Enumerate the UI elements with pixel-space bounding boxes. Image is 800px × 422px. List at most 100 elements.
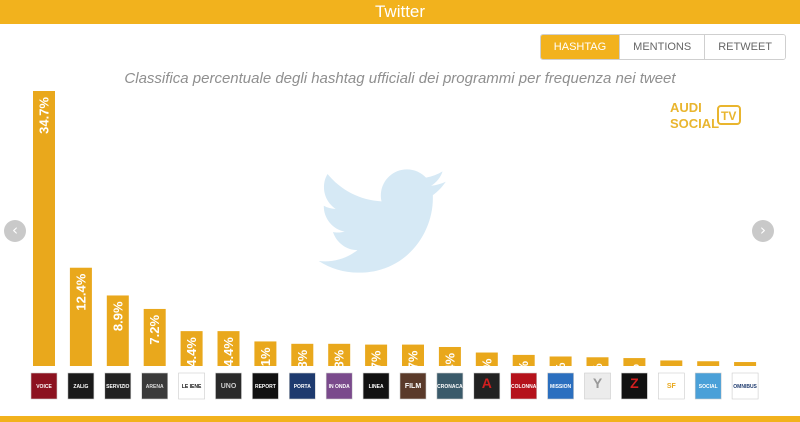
program-logo-text: MISSION — [550, 384, 572, 390]
logo-tv-badge — [717, 105, 741, 125]
program-logo-background — [510, 372, 538, 400]
program-logo-background — [657, 372, 685, 400]
program-logo-icon[interactable]: SF — [657, 372, 685, 400]
bar-19[interactable] — [697, 361, 720, 366]
program-logo-icon[interactable]: VOICE — [30, 372, 58, 400]
program-logo-icon[interactable]: ZALIG — [67, 372, 95, 400]
program-logo-text: OMNIBUS — [733, 384, 757, 390]
twitter-bird-watermark — [318, 169, 446, 273]
program-logo-icon[interactable]: UNO — [215, 372, 242, 400]
bar-8[interactable] — [291, 343, 314, 366]
program-logo-text: Y — [593, 375, 603, 391]
program-logo-icon[interactable]: SOCIAL — [694, 372, 722, 400]
program-logo-text: VOICE — [36, 384, 52, 390]
program-logo-text: FILM — [405, 383, 421, 390]
bar-2[interactable] — [69, 267, 92, 366]
chevron-right-icon[interactable]: › — [752, 220, 774, 242]
program-logo-text: ARENA — [146, 384, 164, 390]
program-logo-text: UNO — [221, 383, 237, 390]
program-logo-background — [436, 372, 464, 400]
program-logo-icon[interactable]: OMNIBUS — [731, 372, 759, 400]
program-logo-text: SF — [667, 383, 677, 390]
bar-17[interactable] — [623, 358, 646, 366]
logo-tv-text: TV — [721, 109, 736, 123]
logo-text-line2: SOCIAL — [670, 116, 719, 131]
program-logo-background — [547, 372, 574, 400]
program-logo-text: SOCIAL — [699, 384, 718, 390]
bar-value-label: 7.2% — [147, 315, 162, 345]
bar-value-label: 3.1% — [258, 347, 273, 377]
tab-retweet[interactable]: RETWEET — [704, 35, 785, 59]
program-logo-icon[interactable]: SERVIZIO — [104, 372, 132, 400]
bar-5[interactable] — [180, 331, 203, 366]
bar-12[interactable] — [438, 346, 461, 366]
bar-11[interactable] — [402, 344, 424, 366]
program-logo-text: A — [482, 375, 492, 391]
bar-3[interactable] — [106, 295, 129, 366]
bar-18[interactable] — [660, 360, 683, 366]
program-logo-background — [694, 372, 722, 400]
bar-15[interactable] — [549, 356, 572, 366]
bar-13[interactable] — [475, 352, 498, 366]
program-logo-background — [178, 372, 205, 400]
bar-16[interactable] — [586, 357, 609, 366]
program-logo-background — [104, 372, 132, 400]
bars-layer — [33, 91, 757, 366]
category-icons-layer: VOICE ZALIG SERVIZIO ARENA LE IENE UNO REPORT P… — [30, 372, 759, 400]
program-logo-icon[interactable]: PORTA — [288, 372, 316, 400]
tab-hashtag[interactable]: HASHTAG — [540, 35, 620, 59]
metric-tabs: HASHTAG MENTIONS RETWEET — [539, 34, 786, 60]
logo-text-line1: AUDI — [670, 100, 702, 115]
program-logo-icon[interactable]: LINEA — [362, 372, 390, 400]
bar-value-label: 12.4% — [73, 273, 88, 310]
bar-1[interactable] — [33, 91, 55, 366]
bar-value-label: 34.7% — [37, 97, 52, 134]
bar-7[interactable] — [254, 341, 277, 366]
program-logo-icon[interactable]: FILM — [399, 372, 427, 400]
bar-value-label: 2.8% — [295, 349, 310, 379]
bar-value-label: 4.4% — [221, 337, 236, 367]
program-logo-text: LINEA — [369, 384, 384, 390]
bar-4[interactable] — [143, 308, 166, 366]
bar-9[interactable] — [328, 343, 351, 366]
program-logo-text: CRONACA — [437, 384, 463, 390]
program-logo-icon[interactable]: COLONNA — [510, 372, 538, 400]
program-logo-background — [584, 372, 611, 400]
program-logo-text: COLONNA — [511, 384, 537, 390]
program-logo-text: REPORT — [255, 384, 276, 390]
program-logo-icon[interactable]: ARENA — [141, 372, 168, 400]
program-logo-background — [141, 372, 168, 400]
program-logo-background — [399, 372, 427, 400]
program-logo-background — [252, 372, 279, 400]
program-logo-background — [30, 372, 58, 400]
chevron-left-icon[interactable]: ‹ — [4, 220, 26, 242]
program-logo-icon[interactable]: REPORT — [252, 372, 279, 400]
bar-value-label: 8.9% — [110, 301, 125, 331]
audisocial-logo: AUDI SOCIAL TV — [670, 100, 741, 131]
program-logo-text: LE IENE — [182, 384, 202, 390]
tab-mentions[interactable]: MENTIONS — [619, 35, 705, 59]
program-logo-icon[interactable]: Z — [621, 372, 648, 400]
bar-20[interactable] — [734, 362, 757, 366]
program-logo-background — [325, 372, 353, 400]
bar-6[interactable] — [217, 331, 240, 366]
program-logo-background — [473, 372, 501, 400]
program-logo-icon[interactable]: LE IENE — [178, 372, 205, 400]
program-logo-background — [362, 372, 390, 400]
program-logo-background — [215, 372, 242, 400]
program-logo-background — [731, 372, 759, 400]
bar-14[interactable] — [512, 354, 535, 366]
program-logo-icon[interactable]: CRONACA — [436, 372, 464, 400]
program-logo-text: ZALIG — [73, 384, 88, 390]
program-logo-background — [67, 372, 95, 400]
program-logo-background — [288, 372, 316, 400]
program-logo-icon[interactable]: A — [473, 372, 501, 400]
program-logo-text: PORTA — [294, 384, 312, 390]
footer-accent-bar — [0, 416, 800, 422]
program-logo-icon[interactable]: Y — [584, 372, 611, 400]
chart-subtitle: Classifica percentuale degli hashtag uff… — [124, 70, 676, 87]
program-logo-icon[interactable]: MISSION — [547, 372, 574, 400]
bar-10[interactable] — [365, 344, 388, 366]
program-logo-icon[interactable]: IN ONDA — [325, 372, 353, 400]
